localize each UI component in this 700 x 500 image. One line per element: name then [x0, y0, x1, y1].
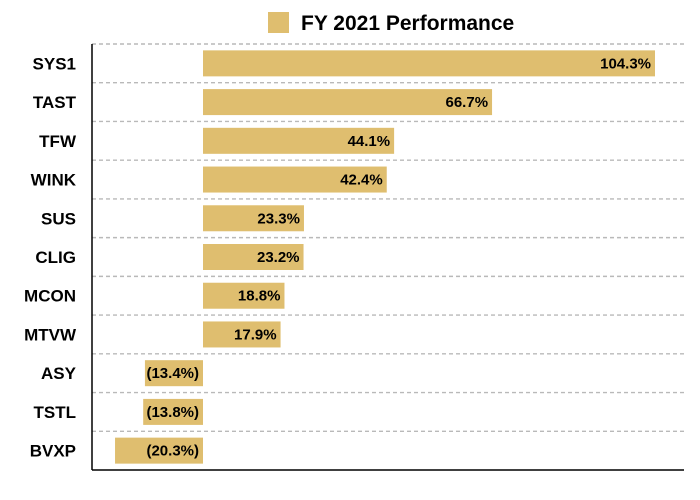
data-label: 44.1%	[348, 133, 391, 150]
bar-clig	[203, 244, 304, 270]
category-label: SYS1	[33, 54, 76, 73]
category-label: MTVW	[24, 325, 77, 344]
bar-sys1	[203, 50, 655, 77]
category-label: ASY	[41, 364, 77, 383]
data-label: 23.3%	[257, 210, 300, 227]
category-labels: SYS1 TAST TFW WINK SUS CLIG MCON MTVW ASY TSTL BVX…	[24, 54, 77, 460]
axes	[91, 44, 684, 471]
bar-asy	[144, 360, 203, 387]
bar-tfw	[203, 127, 395, 154]
data-label: (13.8%)	[146, 404, 199, 421]
data-label: 66.7%	[446, 94, 489, 111]
category-label: TFW	[39, 132, 77, 151]
bar-tstl	[143, 398, 203, 425]
category-label: TAST	[33, 93, 77, 112]
data-label: 17.9%	[234, 326, 277, 343]
data-label: (20.3%)	[146, 443, 199, 460]
data-label: 23.2%	[257, 249, 300, 266]
data-label: 104.3%	[600, 55, 651, 72]
category-label: TSTL	[34, 403, 77, 422]
bars	[115, 50, 655, 464]
category-label: BVXP	[30, 442, 76, 461]
bar-mtvw	[203, 321, 281, 348]
category-label: WINK	[31, 171, 77, 190]
bar-bvxp	[115, 437, 203, 464]
category-label: MCON	[24, 287, 76, 306]
gridlines	[92, 43, 684, 432]
data-label: 42.4%	[340, 172, 383, 189]
value-labels: 104.3% 66.7% 44.1% 42.4% 23.3% 23.2% 18.8% 17.9…	[146, 55, 651, 459]
legend-swatch	[268, 12, 289, 33]
bar-sus	[203, 205, 304, 232]
bar-tast	[203, 89, 493, 116]
category-label: SUS	[41, 209, 76, 228]
data-label: 18.8%	[238, 288, 281, 305]
data-label: (13.4%)	[146, 365, 199, 382]
bar-wink	[203, 166, 387, 193]
legend-label: FY 2021 Performance	[301, 12, 514, 35]
legend: FY 2021 Performance	[268, 12, 514, 35]
category-label: CLIG	[35, 248, 76, 267]
bar-mcon	[203, 282, 285, 309]
